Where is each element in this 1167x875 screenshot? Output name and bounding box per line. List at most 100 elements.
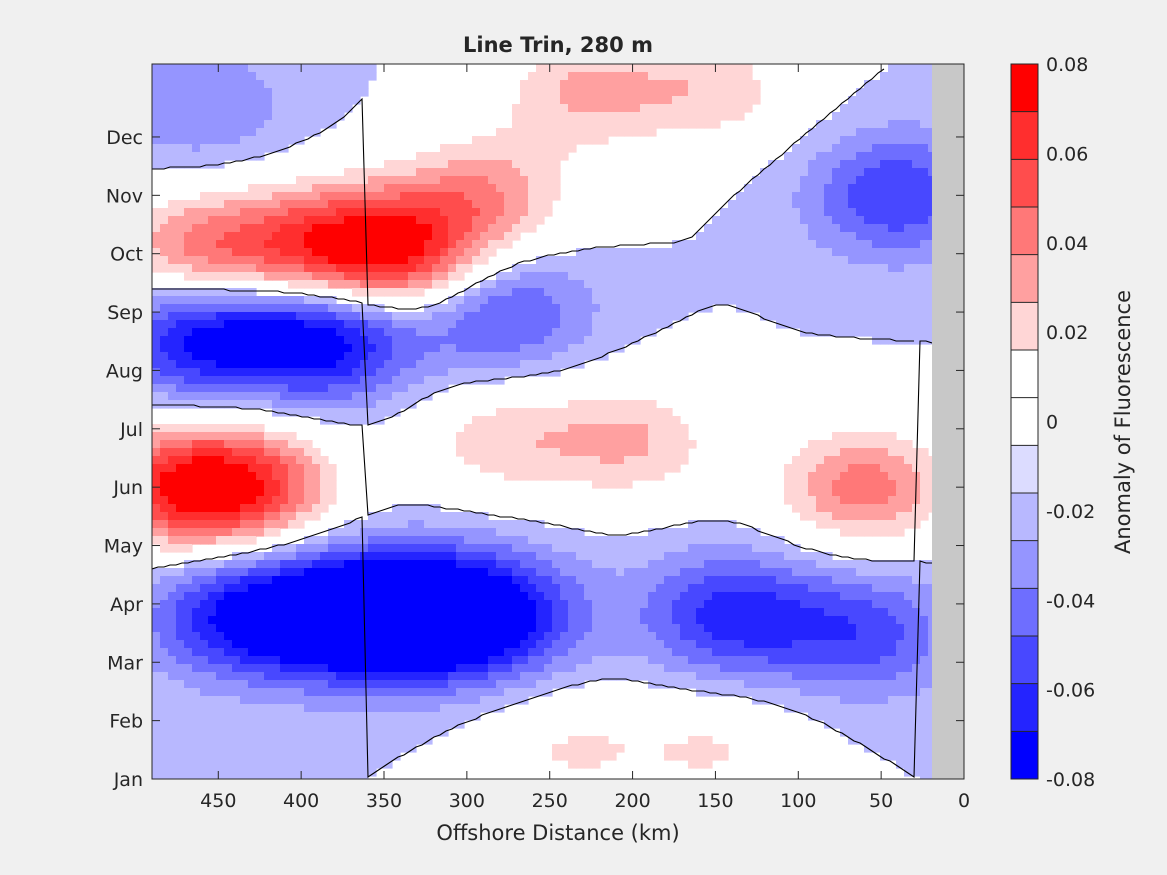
contour-cell xyxy=(456,544,465,553)
contour-cell xyxy=(656,680,665,689)
contour-cell xyxy=(544,288,553,297)
contour-cell xyxy=(240,760,249,769)
contour-cell xyxy=(688,608,697,617)
contour-cell xyxy=(384,712,393,721)
contour-cell xyxy=(224,560,233,569)
contour-cell xyxy=(536,368,545,377)
contour-cell xyxy=(720,664,729,673)
contour-cell xyxy=(552,360,561,369)
contour-cell xyxy=(320,248,329,257)
contour-cell xyxy=(184,104,193,113)
contour-cell xyxy=(376,416,385,425)
contour-cell xyxy=(376,720,385,729)
contour-cell xyxy=(272,592,281,601)
contour-cell xyxy=(432,272,441,281)
contour-cell xyxy=(320,400,329,409)
contour-cell xyxy=(192,144,201,153)
contour-cell xyxy=(232,192,241,201)
contour-cell xyxy=(352,560,361,569)
contour-cell xyxy=(288,136,297,145)
contour-cell xyxy=(640,552,649,561)
contour-cell xyxy=(448,144,457,153)
contour-cell xyxy=(256,520,265,529)
contour-cell xyxy=(504,520,513,529)
contour-cell xyxy=(664,424,673,433)
contour-cell xyxy=(264,664,273,673)
contour-cell xyxy=(664,440,673,449)
contour-cell xyxy=(752,192,761,201)
contour-cell xyxy=(776,544,785,553)
contour-cell xyxy=(408,640,417,649)
contour-cell xyxy=(536,656,545,665)
contour-cell xyxy=(296,192,305,201)
contour-cell xyxy=(656,104,665,113)
contour-cell xyxy=(168,616,177,625)
contour-cell xyxy=(288,648,297,657)
contour-cell xyxy=(584,104,593,113)
contour-cell xyxy=(312,104,321,113)
contour-cell xyxy=(664,528,673,537)
contour-cell xyxy=(232,296,241,305)
contour-cell xyxy=(392,616,401,625)
contour-cell xyxy=(272,96,281,105)
contour-cell xyxy=(512,344,521,353)
contour-cell xyxy=(776,640,785,649)
contour-cell xyxy=(544,440,553,449)
contour-cell xyxy=(336,584,345,593)
contour-cell xyxy=(720,544,729,553)
contour-cell xyxy=(752,216,761,225)
contour-cell xyxy=(384,720,393,729)
contour-cell xyxy=(248,680,257,689)
contour-cell xyxy=(464,616,473,625)
contour-cell xyxy=(736,688,745,697)
contour-cell xyxy=(672,560,681,569)
contour-cell xyxy=(680,288,689,297)
contour-cell xyxy=(352,272,361,281)
contour-cell xyxy=(568,752,577,761)
contour-cell xyxy=(656,664,665,673)
contour-cell xyxy=(640,320,649,329)
contour-cell xyxy=(448,592,457,601)
contour-cell xyxy=(400,568,409,577)
contour-cell xyxy=(768,616,777,625)
contour-cell xyxy=(304,208,313,217)
contour-cell xyxy=(152,240,161,249)
contour-cell xyxy=(240,320,249,329)
contour-cell xyxy=(232,520,241,529)
contour-cell xyxy=(528,304,537,313)
contour-cell xyxy=(512,608,521,617)
contour-cell xyxy=(416,344,425,353)
contour-cell xyxy=(600,432,609,441)
contour-cell xyxy=(328,312,337,321)
contour-cell xyxy=(160,352,169,361)
contour-cell xyxy=(192,424,201,433)
contour-cell xyxy=(240,432,249,441)
contour-cell xyxy=(176,736,185,745)
contour-cell xyxy=(416,528,425,537)
contour-cell xyxy=(504,696,513,705)
contour-cell xyxy=(384,160,393,169)
contour-cell xyxy=(232,768,241,777)
contour-cell xyxy=(600,672,609,681)
contour-cell xyxy=(432,320,441,329)
contour-cell xyxy=(344,544,353,553)
contour-cell xyxy=(240,552,249,561)
contour-cell xyxy=(496,168,505,177)
contour-cell xyxy=(392,704,401,713)
contour-cell xyxy=(464,688,473,697)
contour-cell xyxy=(448,512,457,521)
contour-cell xyxy=(312,384,321,393)
contour-cell xyxy=(160,432,169,441)
contour-cell xyxy=(712,104,721,113)
contour-cell xyxy=(560,528,569,537)
contour-cell xyxy=(464,256,473,265)
contour-cell xyxy=(440,376,449,385)
contour-cell xyxy=(264,392,273,401)
contour-cell xyxy=(456,656,465,665)
contour-cell xyxy=(232,440,241,449)
contour-cell xyxy=(536,360,545,369)
contour-cell xyxy=(328,624,337,633)
contour-cell xyxy=(200,568,209,577)
contour-cell xyxy=(712,632,721,641)
contour-cell xyxy=(592,112,601,121)
